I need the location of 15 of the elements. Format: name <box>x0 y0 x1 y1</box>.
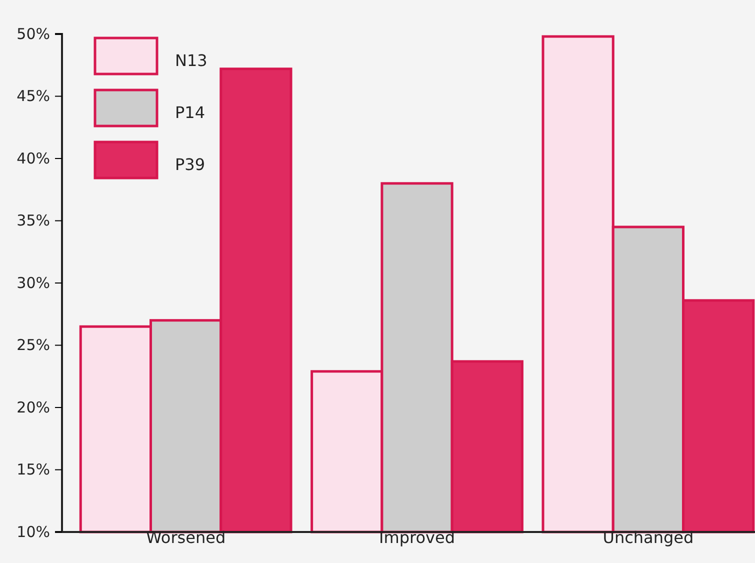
y-tick-label: 40% <box>16 149 50 168</box>
y-tick-label: 20% <box>16 398 50 416</box>
x-tick-label: Worsened <box>146 528 226 547</box>
x-tick-label: Improved <box>379 528 455 547</box>
legend-label: P14 <box>175 103 206 122</box>
y-tick-label: 50% <box>16 24 50 43</box>
legend-label: N13 <box>175 51 208 70</box>
y-tick-label: 10% <box>16 522 50 541</box>
y-tick-label: 30% <box>16 274 50 292</box>
y-tick-label: 15% <box>16 460 50 479</box>
y-tick-label: 35% <box>16 212 50 230</box>
legend-label: P39 <box>175 155 206 174</box>
y-tick-label: 25% <box>16 336 50 354</box>
y-tick-label: 45% <box>16 87 50 106</box>
x-tick-label: Unchanged <box>602 528 694 547</box>
